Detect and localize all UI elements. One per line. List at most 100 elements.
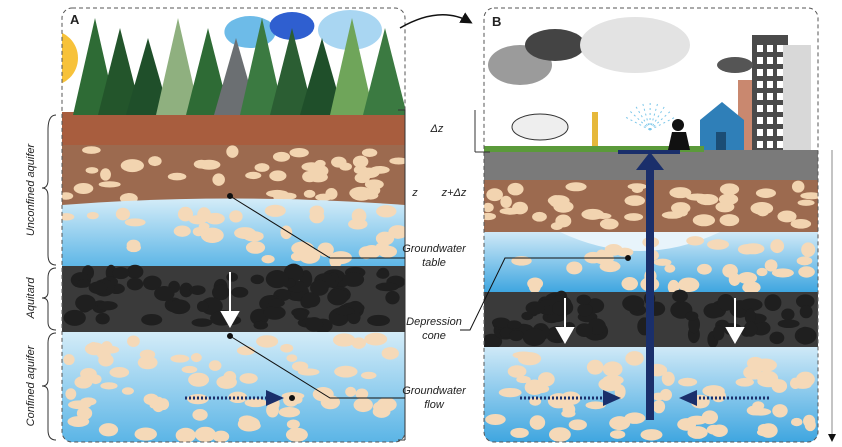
pebble — [686, 236, 704, 245]
pebble — [772, 404, 787, 417]
pebble — [80, 368, 97, 380]
window — [757, 141, 763, 148]
pebble — [509, 330, 524, 341]
pebble — [624, 412, 645, 423]
pebble — [304, 190, 316, 198]
z-plus-delta-z: z+Δz — [441, 187, 467, 199]
pebble — [226, 272, 238, 281]
pebble — [59, 192, 73, 199]
pebble — [273, 152, 290, 162]
topsoil — [62, 112, 405, 147]
pebble — [343, 272, 364, 287]
pebble — [720, 183, 739, 195]
pebble — [192, 318, 213, 327]
pebble — [96, 313, 110, 324]
pebble — [329, 253, 342, 268]
pebble — [154, 286, 175, 301]
window — [757, 45, 763, 52]
depression-cone-label: Depressioncone — [406, 316, 462, 342]
pebble — [279, 407, 300, 417]
pebble — [778, 319, 800, 328]
pebble — [141, 314, 162, 326]
pebble — [246, 241, 265, 254]
pebble — [287, 420, 300, 430]
pebble — [209, 360, 222, 371]
pebble — [310, 280, 329, 296]
pebble — [797, 256, 813, 265]
window — [757, 93, 763, 100]
layers — [22, 8, 822, 443]
pebble — [189, 215, 207, 224]
pebble — [168, 299, 190, 314]
pebble — [565, 182, 586, 191]
pebble — [100, 168, 111, 180]
pebble — [245, 172, 261, 179]
pebble — [499, 388, 522, 397]
pebble — [750, 367, 761, 379]
pebble — [587, 360, 604, 375]
pebble — [194, 160, 209, 169]
pebble — [99, 423, 118, 436]
pebble — [622, 295, 644, 311]
diagram: A B Unconfined aquifer Aquitard Confined… — [0, 0, 842, 447]
pebble — [687, 426, 707, 439]
cloud — [525, 29, 585, 61]
door — [716, 132, 726, 150]
pebble — [798, 327, 811, 345]
window — [757, 57, 763, 64]
window — [767, 141, 773, 148]
pebble — [191, 353, 202, 362]
brace — [42, 333, 56, 440]
pebble — [632, 186, 643, 193]
pebble — [345, 387, 356, 397]
pebble — [291, 252, 304, 261]
pebble — [672, 290, 688, 303]
pebble — [586, 401, 606, 409]
pebble — [234, 227, 256, 239]
pebble — [334, 307, 355, 315]
pebble — [280, 344, 293, 353]
pebble — [168, 173, 187, 181]
pebble — [798, 200, 815, 206]
pebble — [251, 275, 264, 285]
window — [757, 117, 763, 124]
window — [757, 105, 763, 112]
window — [757, 81, 763, 88]
pebble — [486, 188, 503, 201]
pebble — [800, 192, 822, 199]
cloud — [580, 17, 690, 73]
panel-arrow — [400, 15, 470, 28]
pebble — [245, 398, 267, 407]
pebble — [555, 215, 571, 228]
pebble — [764, 294, 781, 311]
pebble — [577, 295, 591, 305]
line: cone — [422, 330, 446, 342]
pebble — [376, 205, 396, 217]
window — [767, 117, 773, 124]
pebble — [315, 194, 332, 201]
pebble — [253, 321, 268, 330]
pebble — [707, 239, 729, 249]
line: Groundwater — [402, 243, 467, 255]
pebble — [127, 278, 143, 291]
pebble — [238, 417, 260, 432]
pebble — [500, 196, 512, 208]
pebble — [750, 202, 773, 215]
pebble — [280, 225, 292, 239]
pebble — [711, 425, 728, 437]
pebble — [507, 183, 523, 196]
pebble — [603, 361, 623, 376]
pebble — [82, 146, 101, 154]
pebble — [112, 267, 129, 279]
pebble — [110, 367, 130, 378]
pebble — [148, 156, 161, 166]
pebble — [174, 225, 191, 236]
pebble — [359, 246, 374, 259]
pebble — [507, 320, 521, 329]
line: flow — [424, 399, 445, 411]
pebble — [89, 281, 108, 294]
pebble — [188, 373, 209, 387]
window — [767, 57, 773, 64]
pebble — [289, 148, 308, 157]
pebble — [170, 355, 189, 363]
